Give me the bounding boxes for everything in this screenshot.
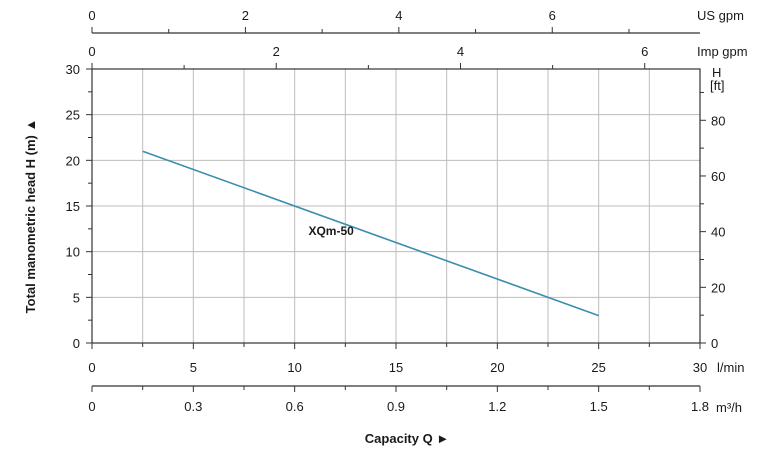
y-axis-title: Total manometric head H (m) ▲ xyxy=(23,119,38,314)
imp-gpm-axis-tick-label: 2 xyxy=(273,44,280,59)
us-gpm-axis-tick-label: 6 xyxy=(549,8,556,23)
m3h-axis-tick-label: 1.2 xyxy=(488,399,506,414)
lmin-unit: l/min xyxy=(717,360,744,375)
lmin-axis-tick-label: 20 xyxy=(490,360,504,375)
grid xyxy=(92,69,700,343)
left-axis-tick-label: 15 xyxy=(66,199,80,214)
right-axis-tick-label: 60 xyxy=(711,169,725,184)
us-gpm-axis-tick-label: 2 xyxy=(242,8,249,23)
lmin-axis-tick-label: 10 xyxy=(287,360,301,375)
series: XQm-50 xyxy=(142,150,599,317)
series-line-xqm-50 xyxy=(142,150,599,317)
left-axis-tick-label: 25 xyxy=(66,108,80,123)
m3h-axis-tick-label: 0.9 xyxy=(387,399,405,414)
right-axis-unit-h: H xyxy=(712,65,721,80)
lmin-axis-tick-label: 15 xyxy=(389,360,403,375)
us-gpm-axis-tick-label: 4 xyxy=(395,8,402,23)
imp-gpm-axis-tick-label: 6 xyxy=(641,44,648,59)
right-axis-tick-label: 80 xyxy=(711,113,725,128)
m3h-axis-tick-label: 0.6 xyxy=(286,399,304,414)
m3h-axis-tick-label: 0.3 xyxy=(184,399,202,414)
left-axis-tick-label: 30 xyxy=(66,62,80,77)
us-gpm-axis-tick-label: 0 xyxy=(88,8,95,23)
imp-gpm-axis-tick-label: 0 xyxy=(88,44,95,59)
m3h-axis-tick-label: 0 xyxy=(88,399,95,414)
m3h-unit: m³/h xyxy=(716,400,742,415)
left-axis-tick-label: 10 xyxy=(66,245,80,260)
labels: Total manometric head H (m) ▲ Capacity Q… xyxy=(23,8,748,446)
right-axis-tick-label: 40 xyxy=(711,225,725,240)
right-axis-unit-ft: [ft] xyxy=(710,78,724,93)
left-axis-tick-label: 0 xyxy=(73,336,80,351)
left-axis-tick-label: 5 xyxy=(73,290,80,305)
imp-gpm-axis-tick-label: 4 xyxy=(457,44,464,59)
left-axis-tick-label: 20 xyxy=(66,153,80,168)
m3h-axis-tick-label: 1.8 xyxy=(691,399,709,414)
series-label-xqm-50: XQm-50 xyxy=(308,224,354,238)
lmin-axis-tick-label: 30 xyxy=(693,360,707,375)
right-axis-tick-label: 20 xyxy=(711,280,725,295)
imp-gpm-unit: Imp gpm xyxy=(697,44,748,59)
lmin-axis-tick-label: 25 xyxy=(591,360,605,375)
us-gpm-unit: US gpm xyxy=(697,8,744,23)
m3h-axis-tick-label: 1.5 xyxy=(590,399,608,414)
right-axis-tick-label: 0 xyxy=(711,336,718,351)
x-axis-title: Capacity Q ► xyxy=(365,431,449,446)
lmin-axis-tick-label: 5 xyxy=(190,360,197,375)
lmin-axis-tick-label: 0 xyxy=(88,360,95,375)
